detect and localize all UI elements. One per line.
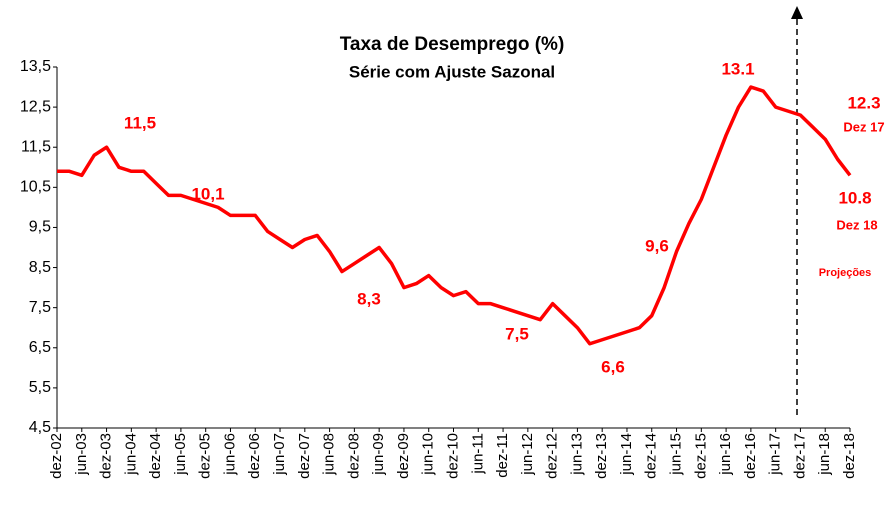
y-tick-label: 11,5 [21, 138, 51, 155]
x-tick-label: dez-02 [48, 433, 65, 479]
annotation: 12.3 [847, 93, 880, 112]
y-tick-label: 5,5 [29, 379, 51, 396]
x-tick-label: dez-04 [147, 433, 164, 479]
x-tick-label: jun-14 [618, 433, 635, 476]
annotation: 7,5 [505, 324, 529, 343]
x-tick-label: jun-06 [221, 433, 238, 476]
y-tick-label: 10,5 [20, 179, 51, 196]
x-tick-label: dez-08 [345, 433, 362, 479]
x-tick-label: jun-10 [420, 433, 437, 476]
x-tick-label: jun-11 [469, 433, 486, 475]
x-tick-label: dez-09 [395, 433, 412, 479]
x-tick-label: jun-17 [767, 433, 784, 476]
y-tick-label: 13,5 [20, 58, 51, 75]
annotation: 8,3 [357, 289, 381, 308]
arrow-head [791, 6, 803, 19]
x-tick-label: jun-05 [172, 433, 189, 476]
y-tick-label: 9,5 [29, 219, 51, 236]
chart-title: Taxa de Desemprego (%) [340, 34, 565, 55]
annotation: 6,6 [601, 357, 625, 376]
x-tick-label: dez-06 [246, 433, 263, 479]
x-tick-label: jun-08 [321, 433, 338, 476]
y-tick-label: 7,5 [29, 299, 51, 316]
x-tick-label: dez-15 [692, 433, 709, 479]
annotation: 13.1 [721, 59, 754, 78]
x-tick-label: jun-13 [568, 433, 585, 476]
y-tick-label: 12,5 [20, 98, 51, 115]
x-tick-label: jun-03 [73, 433, 90, 476]
y-tick-label: 8,5 [29, 259, 51, 276]
x-tick-label: dez-12 [544, 433, 561, 479]
x-tick-label: jun-04 [122, 433, 139, 476]
annotation: Projeções [819, 267, 872, 279]
x-tick-label: dez-13 [593, 433, 610, 479]
annotation: 11,5 [124, 113, 156, 132]
x-tick-label: jun-09 [370, 433, 387, 476]
chart-subtitle: Série com Ajuste Sazonal [349, 62, 555, 81]
x-tick-label: dez-18 [841, 433, 858, 479]
x-tick-label: dez-05 [197, 433, 214, 479]
annotation: 10,1 [191, 184, 224, 203]
annotation: Dez 17 [843, 119, 884, 134]
annotation: 9,6 [645, 236, 669, 255]
annotation: Dez 18 [836, 217, 877, 232]
x-tick-label: dez-10 [444, 433, 461, 479]
x-tick-label: dez-11 [494, 433, 511, 478]
y-tick-label: 6,5 [29, 339, 51, 356]
x-tick-label: jun-07 [271, 433, 288, 476]
x-tick-label: jun-15 [668, 433, 685, 476]
x-tick-label: jun-16 [717, 433, 734, 476]
x-tick-label: dez-03 [98, 433, 115, 479]
line-series [57, 85, 852, 346]
x-tick-label: dez-14 [643, 433, 660, 479]
x-tick-label: jun-18 [816, 433, 833, 476]
x-tick-label: dez-07 [296, 433, 313, 479]
x-tick-label: dez-17 [791, 433, 808, 479]
annotation: 10.8 [838, 188, 871, 207]
y-tick-label: 4,5 [29, 419, 51, 436]
x-tick-label: jun-12 [519, 433, 536, 476]
x-tick-label: dez-16 [742, 433, 759, 479]
